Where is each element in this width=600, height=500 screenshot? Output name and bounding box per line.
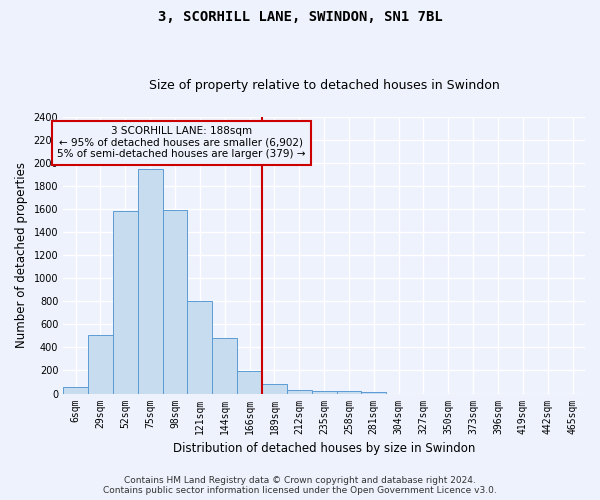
Y-axis label: Number of detached properties: Number of detached properties: [15, 162, 28, 348]
Bar: [88, 334, 113, 394]
Text: 3 SCORHILL LANE: 188sqm
← 95% of detached houses are smaller (6,902)
5% of semi-: 3 SCORHILL LANE: 188sqm ← 95% of detache…: [57, 126, 305, 160]
Bar: [287, 390, 311, 394]
Bar: [311, 390, 337, 394]
Bar: [212, 338, 237, 394]
Title: Size of property relative to detached houses in Swindon: Size of property relative to detached ho…: [149, 79, 499, 92]
Bar: [187, 302, 212, 394]
Bar: [361, 392, 386, 394]
Bar: [113, 212, 138, 394]
X-axis label: Distribution of detached houses by size in Swindon: Distribution of detached houses by size …: [173, 442, 475, 455]
Bar: [262, 384, 287, 394]
Text: 3, SCORHILL LANE, SWINDON, SN1 7BL: 3, SCORHILL LANE, SWINDON, SN1 7BL: [158, 10, 442, 24]
Bar: [138, 168, 163, 394]
Bar: [163, 210, 187, 394]
Text: Contains HM Land Registry data © Crown copyright and database right 2024.
Contai: Contains HM Land Registry data © Crown c…: [103, 476, 497, 495]
Bar: [337, 392, 361, 394]
Bar: [237, 371, 262, 394]
Bar: [63, 387, 88, 394]
